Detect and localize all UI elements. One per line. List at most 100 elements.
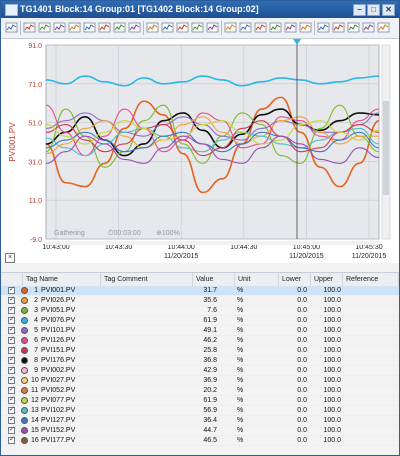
color-swatch[interactable] (21, 387, 28, 394)
color-swatch[interactable] (21, 367, 28, 374)
trend-icon[interactable] (113, 21, 126, 34)
row-checkbox[interactable] (8, 315, 15, 325)
zoom-icon[interactable] (269, 21, 282, 34)
trend-icon[interactable] (38, 21, 51, 34)
color-swatch[interactable] (21, 297, 28, 304)
minimize-button[interactable]: – (353, 4, 366, 16)
header-tag-comment[interactable]: Tag Comment (101, 273, 193, 286)
row-checkbox[interactable] (8, 385, 15, 395)
row-checkbox[interactable] (8, 415, 15, 425)
tag-unit: % (237, 347, 244, 354)
row-number: 10 (31, 377, 39, 384)
tag-upper: 100.0 (323, 407, 341, 414)
cursor-icon[interactable] (146, 21, 159, 34)
trend-icon[interactable] (53, 21, 66, 34)
color-swatch[interactable] (21, 307, 28, 314)
trend-icon[interactable] (362, 21, 375, 34)
tag-name: PVI052.PV (41, 387, 76, 394)
trend-icon[interactable] (191, 21, 204, 34)
tag-value: 46.2 (203, 337, 217, 344)
tag-icon[interactable] (317, 21, 330, 34)
trend-icon[interactable] (83, 21, 96, 34)
color-swatch[interactable] (21, 337, 28, 344)
row-checkbox[interactable] (8, 425, 15, 435)
trend-icon[interactable] (68, 21, 81, 34)
close-button[interactable]: ✕ (382, 4, 395, 16)
color-swatch[interactable] (21, 437, 28, 444)
restore-button[interactable]: □ (367, 4, 380, 16)
trend-chart[interactable]: 91.0 71.0 51.0 31.0 11.0 -9.0 10:43:00 10:43:30… (1, 39, 399, 263)
color-swatch[interactable] (21, 377, 28, 384)
row-checkbox[interactable] (8, 335, 15, 345)
settings-icon[interactable] (224, 21, 237, 34)
header-upper[interactable]: Upper (311, 273, 343, 286)
collapse-icon[interactable]: × (5, 253, 15, 263)
row-checkbox[interactable] (8, 285, 15, 295)
trend-icon[interactable] (299, 21, 312, 34)
trend-icon[interactable] (239, 21, 252, 34)
color-swatch[interactable] (21, 407, 28, 414)
trend-icon[interactable] (254, 21, 267, 34)
trend-icon[interactable] (161, 21, 174, 34)
color-swatch[interactable] (21, 347, 28, 354)
color-swatch[interactable] (21, 317, 28, 324)
trend-icon[interactable] (128, 21, 141, 34)
tag-value: 35.6 (203, 297, 217, 304)
row-checkbox[interactable] (8, 435, 15, 445)
row-number: 12 (31, 397, 39, 404)
print-icon[interactable] (5, 21, 18, 34)
header-unit[interactable]: Unit (235, 273, 279, 286)
tag-lower: 0.0 (297, 387, 307, 394)
header-reference[interactable]: Reference (343, 273, 399, 286)
color-swatch[interactable] (21, 327, 28, 334)
color-swatch[interactable] (21, 427, 28, 434)
row-checkbox[interactable] (8, 345, 15, 355)
header-tag-name[interactable]: Tag Name (23, 273, 101, 286)
header-value[interactable]: Value (193, 273, 235, 286)
color-swatch[interactable] (21, 397, 28, 404)
trend-icon[interactable] (206, 21, 219, 34)
color-swatch[interactable] (21, 357, 28, 364)
title-bar[interactable]: TG1401 Block:14 Group:01 [TG1402 Block:1… (1, 1, 399, 18)
tag-icon[interactable] (347, 21, 360, 34)
tag-name: PVI127.PV (41, 417, 76, 424)
trend-icon[interactable] (98, 21, 111, 34)
trend-icon[interactable] (284, 21, 297, 34)
row-checkbox[interactable] (8, 355, 15, 365)
color-swatch[interactable] (21, 287, 28, 294)
row-checkbox[interactable] (8, 365, 15, 375)
trend-icon[interactable] (23, 21, 36, 34)
row-checkbox[interactable] (8, 325, 15, 335)
row-checkbox[interactable] (8, 295, 15, 305)
row-checkbox[interactable] (8, 405, 15, 415)
tag-value: 25.8 (203, 347, 217, 354)
trend-icon[interactable] (176, 21, 189, 34)
tag-lower: 0.0 (297, 347, 307, 354)
row-checkbox[interactable] (8, 305, 15, 315)
header-lower[interactable]: Lower (279, 273, 311, 286)
tag-icon[interactable] (332, 21, 345, 34)
tag-list-header: Tag Name Tag Comment Value Unit Lower Up… (1, 272, 399, 287)
tag-upper: 100.0 (323, 387, 341, 394)
arrow-icon[interactable] (377, 21, 390, 34)
tag-unit: % (237, 317, 244, 324)
color-swatch[interactable] (21, 417, 28, 424)
row-checkbox[interactable] (8, 395, 15, 405)
row-checkbox[interactable] (8, 375, 15, 385)
